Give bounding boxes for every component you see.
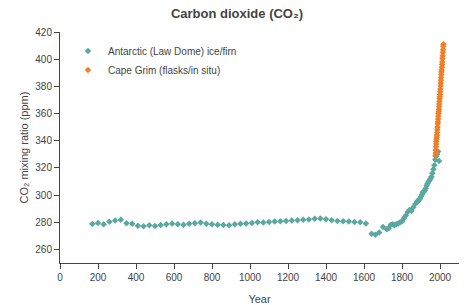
svg-text:360: 360	[35, 108, 52, 119]
svg-text:Antarctic (Law Dome) ice/firn: Antarctic (Law Dome) ice/firn	[108, 46, 236, 57]
svg-text:1200: 1200	[277, 272, 300, 283]
svg-text:420: 420	[35, 27, 52, 38]
svg-text:380: 380	[35, 81, 52, 92]
svg-text:400: 400	[35, 54, 52, 65]
svg-text:280: 280	[35, 217, 52, 228]
svg-text:320: 320	[35, 162, 52, 173]
svg-text:Cape Grim (flasks/in situ): Cape Grim (flasks/in situ)	[108, 65, 220, 76]
svg-text:Year: Year	[248, 293, 271, 305]
svg-text:800: 800	[204, 272, 221, 283]
svg-text:1600: 1600	[353, 272, 376, 283]
svg-text:0: 0	[57, 272, 63, 283]
svg-text:2000: 2000	[429, 272, 452, 283]
svg-text:260: 260	[35, 244, 52, 255]
svg-text:1000: 1000	[239, 272, 262, 283]
svg-text:1800: 1800	[391, 272, 414, 283]
svg-text:Carbon dioxide (CO₂): Carbon dioxide (CO₂)	[171, 6, 303, 21]
svg-text:340: 340	[35, 135, 52, 146]
svg-text:300: 300	[35, 190, 52, 201]
svg-text:CO₂ mixing ratio (ppm): CO₂ mixing ratio (ppm)	[18, 92, 30, 204]
svg-text:200: 200	[90, 272, 107, 283]
svg-text:1400: 1400	[315, 272, 338, 283]
svg-text:600: 600	[166, 272, 183, 283]
svg-text:400: 400	[128, 272, 145, 283]
